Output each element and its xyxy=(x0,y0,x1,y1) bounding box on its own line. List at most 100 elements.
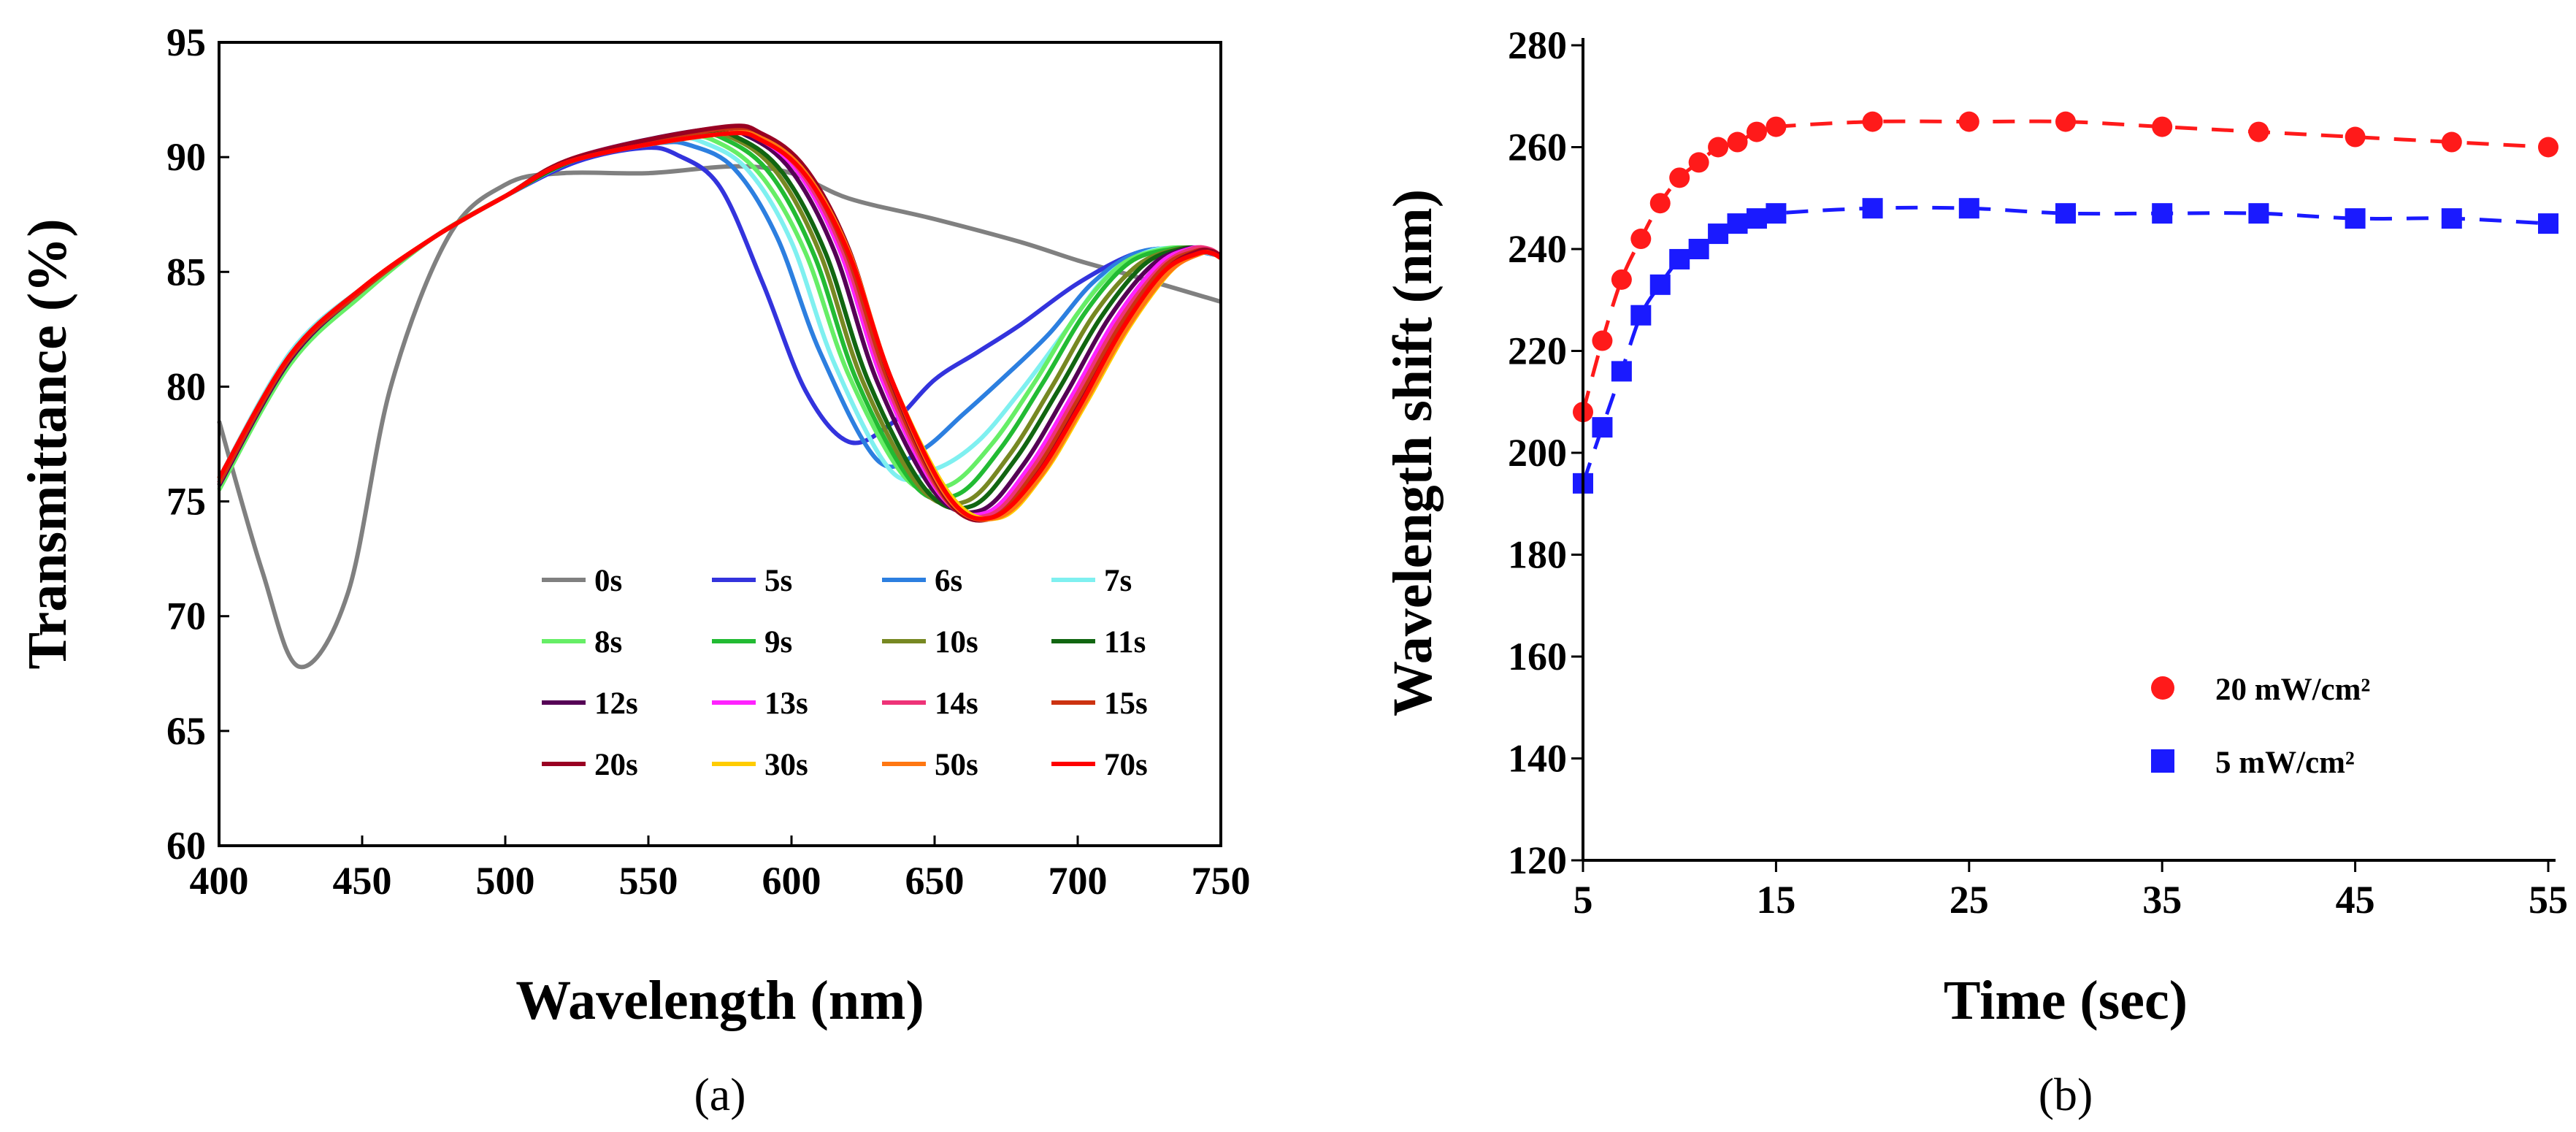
legend-label-14s: 14s xyxy=(935,687,978,721)
legend-label-0s: 0s xyxy=(594,564,622,598)
y-tick-label: 240 xyxy=(1508,227,1567,271)
y-tick-label: 120 xyxy=(1508,838,1567,882)
data-point-20mw xyxy=(2345,126,2366,148)
legend-label-13s: 13s xyxy=(764,687,808,721)
data-point-5mw xyxy=(1630,305,1652,326)
y-tick-label: 80 xyxy=(166,364,206,408)
x-tick-label: 400 xyxy=(190,859,249,903)
series-line-70s xyxy=(217,131,1222,521)
data-point-20mw xyxy=(2538,137,2558,158)
panel-b-legend: 20 mW/cm² 5 mW/cm² xyxy=(2151,673,2370,780)
panel-a-label: (a) xyxy=(694,1068,745,1120)
y-tick-label: 85 xyxy=(166,250,206,294)
legend-label: 20 mW/cm² xyxy=(2215,673,2370,707)
y-tick-label: 65 xyxy=(166,709,206,753)
y-tick-label: 75 xyxy=(166,480,206,524)
data-point-5mw xyxy=(2538,213,2558,234)
legend-label-12s: 12s xyxy=(594,687,638,721)
data-point-5mw xyxy=(1766,203,1787,224)
y-tick-label: 220 xyxy=(1508,329,1567,373)
panel-a-x-axis-title: Wavelength (nm) xyxy=(515,970,924,1031)
legend-label: 5 mW/cm² xyxy=(2215,746,2355,780)
data-point-5mw xyxy=(1669,248,1690,269)
x-tick-label: 650 xyxy=(905,859,965,903)
data-point-20mw xyxy=(2055,111,2076,132)
data-point-20mw xyxy=(1766,116,1787,137)
data-point-20mw xyxy=(1669,167,1690,188)
data-point-20mw xyxy=(1611,269,1632,290)
data-point-20mw xyxy=(2152,116,2173,137)
data-point-5mw xyxy=(1727,213,1748,234)
legend-label-11s: 11s xyxy=(1104,625,1146,659)
data-point-5mw xyxy=(1708,223,1729,245)
y-tick-label: 200 xyxy=(1508,431,1567,475)
data-point-20mw xyxy=(1592,330,1613,351)
panel-a: 400 450 500 550 600 650 700 750 60 65 70 75 80 85 90 95… xyxy=(17,20,1251,1120)
x-tick-label: 55 xyxy=(2529,878,2568,922)
data-point-20mw xyxy=(1688,152,1709,173)
data-point-20mw xyxy=(2248,121,2269,142)
legend-label-6s: 6s xyxy=(935,564,962,598)
panel-a-y-axis-title: Transmittance (%) xyxy=(17,218,78,669)
panel-a-legend: 0s 5s 6s 7s 8s 9s 10s 11s 12s 13s 14s 15s 20s 30s 50s 7… xyxy=(542,564,1148,782)
legend-label-30s: 30s xyxy=(764,748,808,782)
legend-label-20s: 20s xyxy=(594,748,638,782)
y-tick-label: 280 xyxy=(1508,23,1567,67)
data-point-5mw xyxy=(1958,198,1979,219)
x-tick-label: 750 xyxy=(1192,859,1251,903)
x-tick-label: 550 xyxy=(619,859,678,903)
legend-label-7s: 7s xyxy=(1104,564,1132,598)
data-point-20mw xyxy=(1708,137,1729,158)
x-tick-label: 450 xyxy=(333,859,392,903)
data-point-5mw xyxy=(2248,203,2269,224)
y-tick-label: 140 xyxy=(1508,737,1567,781)
data-point-20mw xyxy=(2441,131,2462,153)
panel-a-frame xyxy=(218,41,1222,847)
panel-a-ticks: 400 450 500 550 600 650 700 750 60 65 70 75 80 85 90 95 xyxy=(166,20,1251,903)
x-tick-label: 25 xyxy=(1950,878,1989,922)
x-tick-label: 700 xyxy=(1049,859,1108,903)
legend-label-9s: 9s xyxy=(764,625,792,659)
panel-b-axes xyxy=(1582,38,2556,862)
data-point-20mw xyxy=(1630,229,1652,250)
data-point-20mw xyxy=(1862,111,1883,132)
y-tick-label: 260 xyxy=(1508,126,1567,169)
data-point-20mw xyxy=(1649,193,1671,214)
series-trend-0 xyxy=(1581,119,2549,413)
x-tick-label: 600 xyxy=(762,859,821,903)
x-tick-label: 45 xyxy=(2336,878,2375,922)
panel-b-label: (b) xyxy=(2039,1068,2093,1120)
data-point-5mw xyxy=(2345,208,2366,229)
legend-label-15s: 15s xyxy=(1104,687,1148,721)
data-point-20mw xyxy=(1727,131,1748,153)
legend-label-8s: 8s xyxy=(594,625,622,659)
panel-a-series-group xyxy=(217,123,1222,670)
y-tick-label: 95 xyxy=(166,20,206,64)
x-tick-label: 500 xyxy=(476,859,535,903)
data-point-5mw xyxy=(2152,203,2173,224)
panel-b-x-axis-title: Time (sec) xyxy=(1944,970,2188,1031)
y-tick-label: 70 xyxy=(166,594,206,638)
legend-label-50s: 50s xyxy=(935,748,978,782)
data-point-5mw xyxy=(1611,361,1632,382)
x-tick-label: 5 xyxy=(1573,878,1593,922)
x-tick-label: 15 xyxy=(1756,878,1795,922)
data-point-5mw xyxy=(1592,417,1613,438)
panel-b-series-group xyxy=(1573,111,2558,494)
x-tick-label: 35 xyxy=(2142,878,2182,922)
legend-label-70s: 70s xyxy=(1104,748,1148,782)
series-trend-1 xyxy=(1581,205,2549,484)
series-line-0s xyxy=(217,164,1222,670)
y-tick-label: 90 xyxy=(166,135,206,179)
data-point-5mw xyxy=(1862,198,1883,219)
data-point-5mw xyxy=(2055,203,2076,224)
data-point-5mw xyxy=(1688,239,1709,259)
legend-label-10s: 10s xyxy=(935,625,978,659)
panel-b-ticks: 5 15 25 35 45 55 120 140 160 180 200 220 240 260 280 xyxy=(1508,23,2568,922)
data-point-5mw xyxy=(2441,208,2462,229)
y-tick-label: 180 xyxy=(1508,533,1567,577)
legend-marker-circle xyxy=(2151,676,2174,700)
y-tick-label: 60 xyxy=(166,824,206,868)
panel-b-y-axis-title: Wavelength shift (nm) xyxy=(1382,189,1444,716)
